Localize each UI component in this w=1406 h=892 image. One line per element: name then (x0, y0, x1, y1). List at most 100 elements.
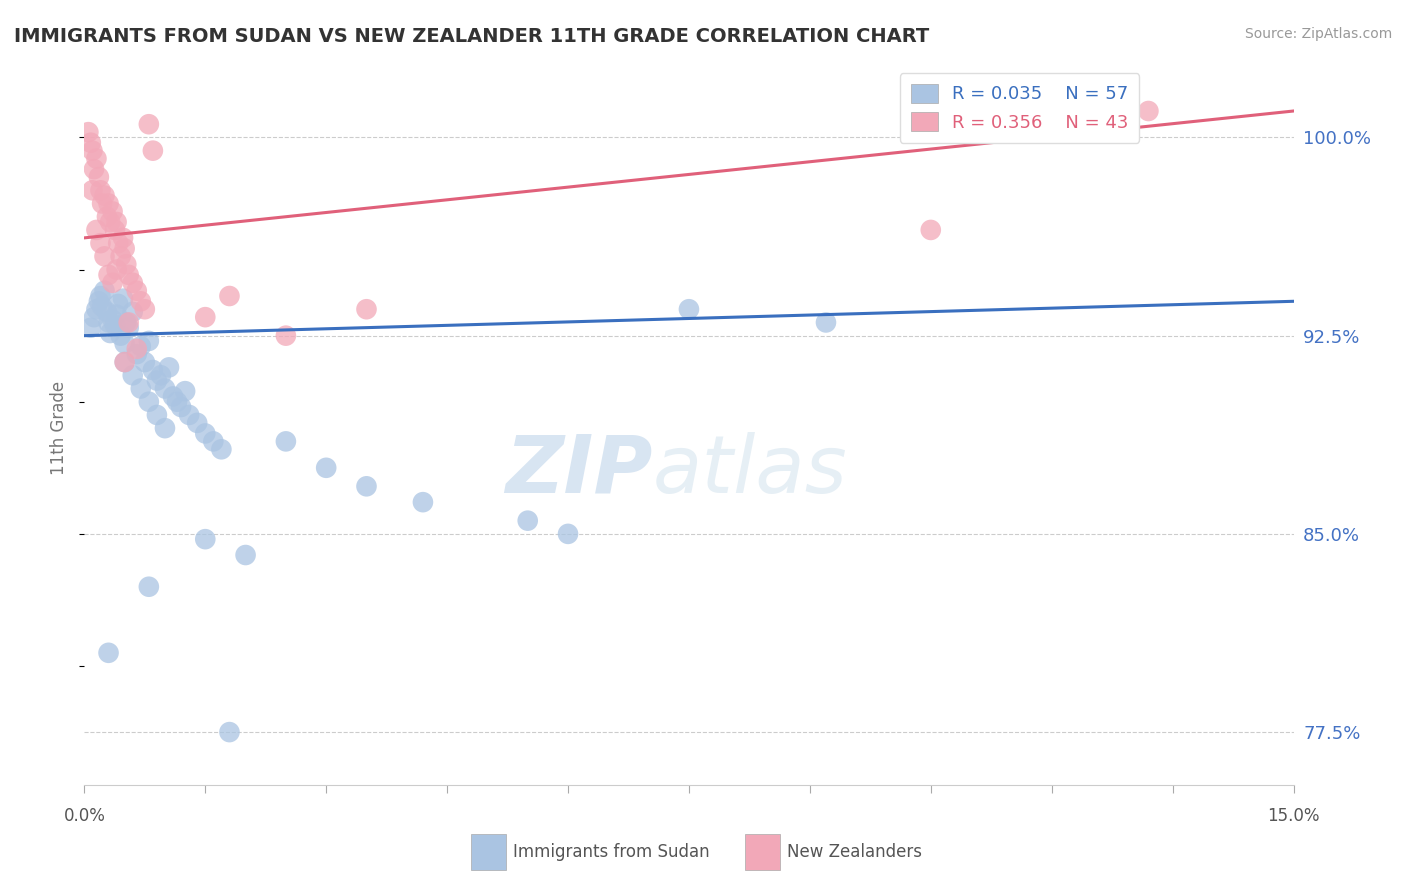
Point (194, 310, 217, 325)
Point (97, 646, 120, 660)
Point (98, 326, 121, 340)
Point (557, 527, 579, 541)
Point (194, 532, 217, 546)
Point (146, 408, 169, 422)
Point (920, 223, 942, 237)
Point (97, 315, 120, 329)
Point (89, 183, 111, 197)
Point (202, 434, 225, 449)
Point (235, 548, 257, 562)
Text: IMMIGRANTS FROM SUDAN VS NEW ZEALANDER 11TH GRADE CORRELATION CHART: IMMIGRANTS FROM SUDAN VS NEW ZEALANDER 1… (14, 27, 929, 45)
Point (93, 284, 115, 298)
Point (91, 196, 114, 211)
Point (149, 368, 172, 383)
Point (125, 284, 148, 298)
Point (121, 276, 143, 290)
Point (110, 328, 132, 343)
Point (179, 408, 201, 422)
Point (516, 514, 538, 528)
Point (129, 339, 152, 353)
Point (170, 400, 193, 414)
Point (1137, 103, 1160, 118)
Point (86, 152, 108, 166)
Point (138, 394, 160, 409)
Point (104, 223, 127, 237)
Point (121, 305, 143, 319)
Point (138, 117, 160, 131)
Point (91, 300, 114, 314)
Point (118, 268, 141, 282)
Point (114, 336, 136, 351)
Point (87, 170, 110, 185)
Point (101, 276, 124, 290)
Point (412, 495, 434, 509)
Point (162, 389, 184, 403)
Legend: R = 0.035    N = 57, R = 0.356    N = 43: R = 0.035 N = 57, R = 0.356 N = 43 (900, 73, 1139, 143)
Point (98, 215, 121, 229)
Point (105, 308, 128, 322)
Text: Source: ZipAtlas.com: Source: ZipAtlas.com (1244, 27, 1392, 41)
Point (678, 302, 700, 317)
Point (82, 183, 104, 197)
Point (80, 136, 103, 150)
Point (129, 294, 152, 309)
Point (218, 725, 240, 739)
Point (121, 368, 143, 383)
Point (356, 479, 378, 493)
Point (129, 382, 152, 396)
Point (125, 347, 148, 361)
Point (315, 460, 337, 475)
Point (93, 249, 115, 263)
Point (96, 305, 118, 319)
Point (114, 355, 136, 369)
Point (101, 313, 124, 327)
Point (82, 144, 104, 158)
Point (115, 315, 138, 329)
Point (218, 289, 240, 303)
Point (134, 355, 156, 369)
Point (146, 374, 169, 388)
Point (153, 421, 176, 435)
Point (80, 320, 103, 334)
Text: atlas: atlas (652, 432, 848, 510)
Point (101, 204, 124, 219)
Point (86, 223, 108, 237)
Point (104, 318, 127, 332)
Point (134, 302, 156, 317)
Point (118, 320, 141, 334)
Point (93, 188, 115, 202)
Point (83, 310, 105, 325)
Point (142, 144, 165, 158)
Text: New Zealanders: New Zealanders (787, 843, 922, 861)
Point (89, 236, 111, 251)
Point (274, 328, 297, 343)
Point (112, 292, 135, 306)
Text: Immigrants from Sudan: Immigrants from Sudan (513, 843, 710, 861)
Point (110, 249, 132, 263)
Point (105, 262, 128, 277)
Point (97, 196, 120, 211)
Point (186, 416, 208, 430)
Point (105, 215, 128, 229)
Point (77, 125, 100, 139)
Text: 0.0%: 0.0% (63, 807, 105, 825)
Point (274, 434, 297, 449)
Text: ZIP: ZIP (505, 432, 652, 510)
Text: 15.0%: 15.0% (1267, 807, 1320, 825)
Point (166, 394, 188, 409)
Point (118, 315, 141, 329)
Point (209, 442, 232, 457)
Point (138, 580, 160, 594)
Point (83, 162, 105, 177)
Point (125, 342, 148, 356)
Point (174, 384, 197, 399)
Point (107, 297, 129, 311)
Point (86, 302, 108, 317)
Point (87, 294, 110, 309)
Point (107, 236, 129, 251)
Point (194, 426, 217, 441)
Point (138, 334, 160, 348)
Point (142, 363, 165, 377)
Point (89, 289, 111, 303)
Point (97, 268, 120, 282)
